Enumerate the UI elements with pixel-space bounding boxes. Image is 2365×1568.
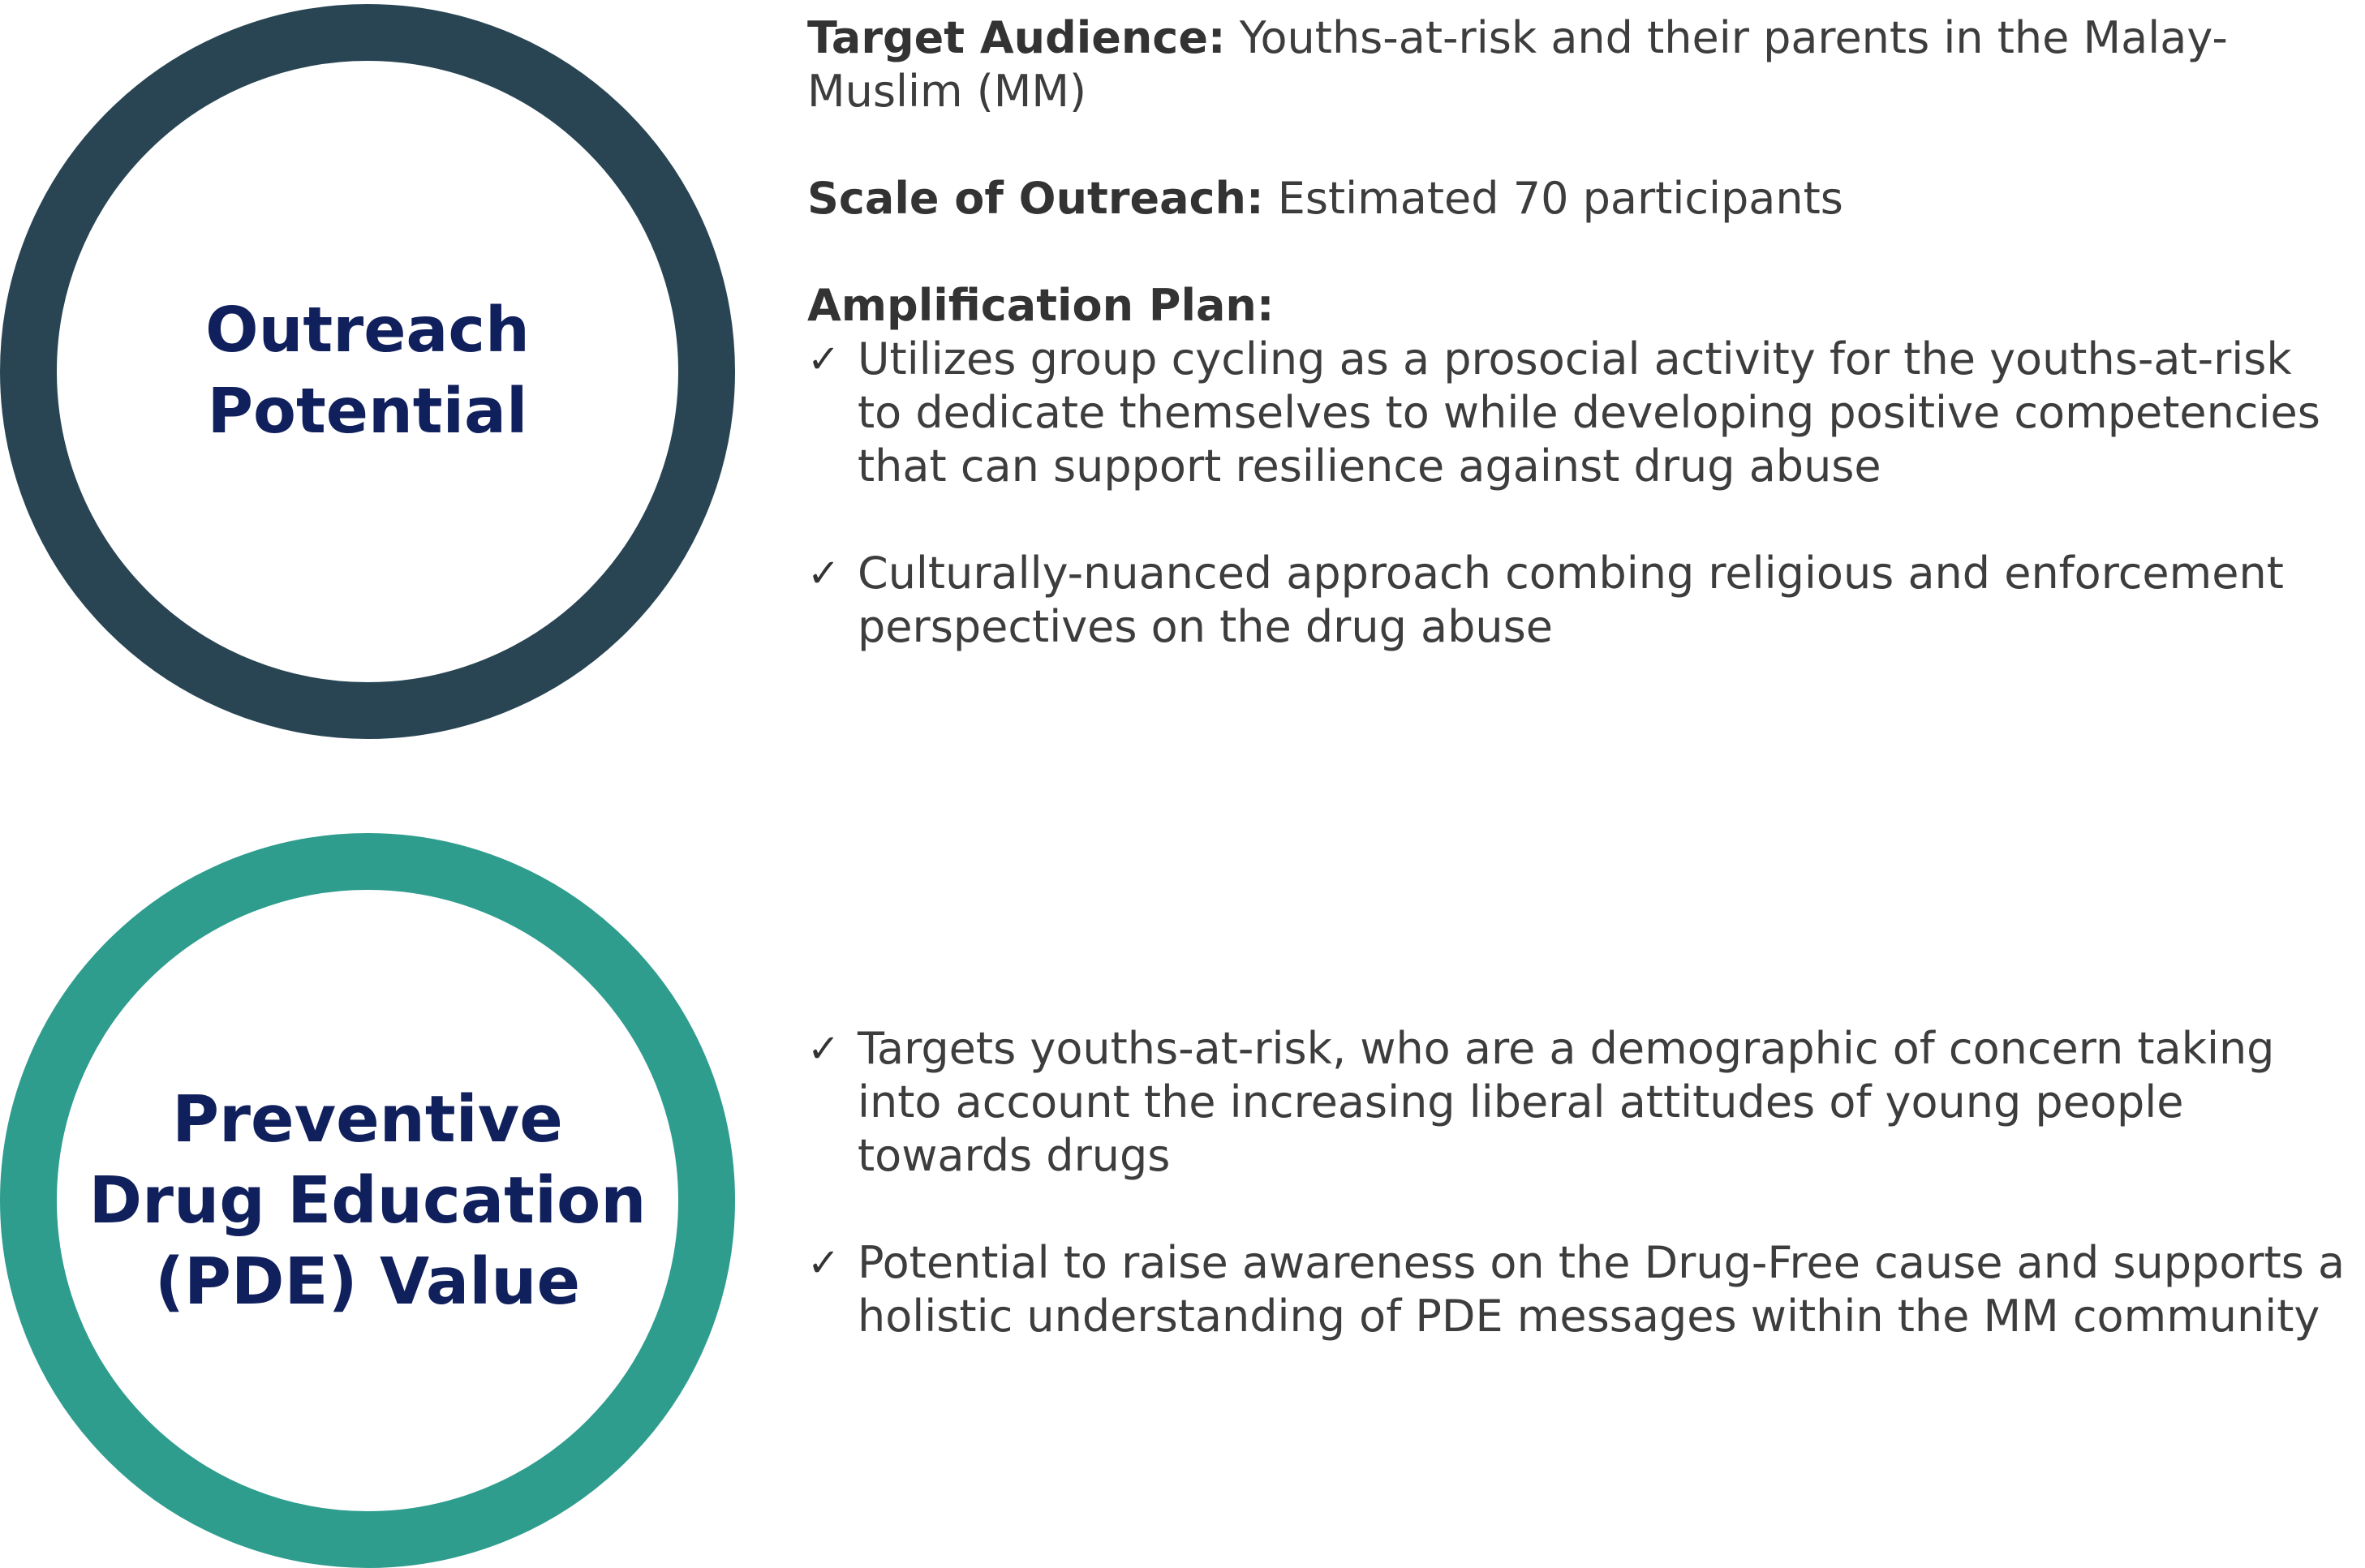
outreach-title-line-1: Outreach [205, 294, 530, 367]
outreach-title-line-2: Potential [207, 376, 528, 448]
amplification-item-text: Utilizes group cycling as a prosocial ac… [858, 333, 2320, 492]
amplification-plan: Amplification Plan: [807, 279, 2349, 333]
outreach-details: Target Audience: Youths-at-risk and thei… [807, 11, 2349, 654]
target-audience-label: Target Audience: [807, 12, 1226, 63]
target-audience-value: Youths-at-risk and their parents in the … [807, 12, 2228, 117]
amplification-label: Amplification Plan: [807, 280, 1275, 331]
pde-value-ring: Preventive Drug Education (PDE) Value [0, 833, 735, 1568]
pde-title-line-1: Preventive [172, 1082, 563, 1157]
pde-value-title: Preventive Drug Education (PDE) Value [88, 1079, 646, 1322]
pde-item: ✓ Targets youths-at-risk, who are a demo… [807, 1022, 2349, 1183]
scale-of-outreach: Scale of Outreach: Estimated 70 particip… [807, 172, 2349, 226]
pde-item: ✓ Potential to raise awareness on the Dr… [807, 1236, 2349, 1343]
outreach-potential-ring: Outreach Potential [0, 4, 735, 739]
pde-title-line-2: Drug Education [88, 1163, 647, 1238]
scale-value: Estimated 70 participants [1277, 173, 1843, 224]
amplification-item: ✓ Utilizes group cycling as a prosocial … [807, 333, 2349, 493]
pde-item-text: Targets youths-at-risk, who are a demogr… [858, 1023, 2275, 1181]
pde-title-line-3: (PDE) Value [154, 1244, 581, 1319]
checkmark-icon: ✓ [807, 551, 841, 596]
outreach-potential-title: Outreach Potential [205, 290, 530, 453]
amplification-item-text: Culturally-nuanced approach combing reli… [858, 548, 2284, 652]
scale-label: Scale of Outreach: [807, 173, 1264, 224]
pde-item-text: Potential to raise awareness on the Drug… [858, 1237, 2346, 1342]
checkmark-icon: ✓ [807, 337, 841, 382]
amplification-item: ✓ Culturally-nuanced approach combing re… [807, 547, 2349, 654]
checkmark-icon: ✓ [807, 1240, 841, 1286]
pde-details: ✓ Targets youths-at-risk, who are a demo… [807, 1022, 2349, 1343]
checkmark-icon: ✓ [807, 1026, 841, 1072]
target-audience: Target Audience: Youths-at-risk and thei… [807, 11, 2349, 118]
